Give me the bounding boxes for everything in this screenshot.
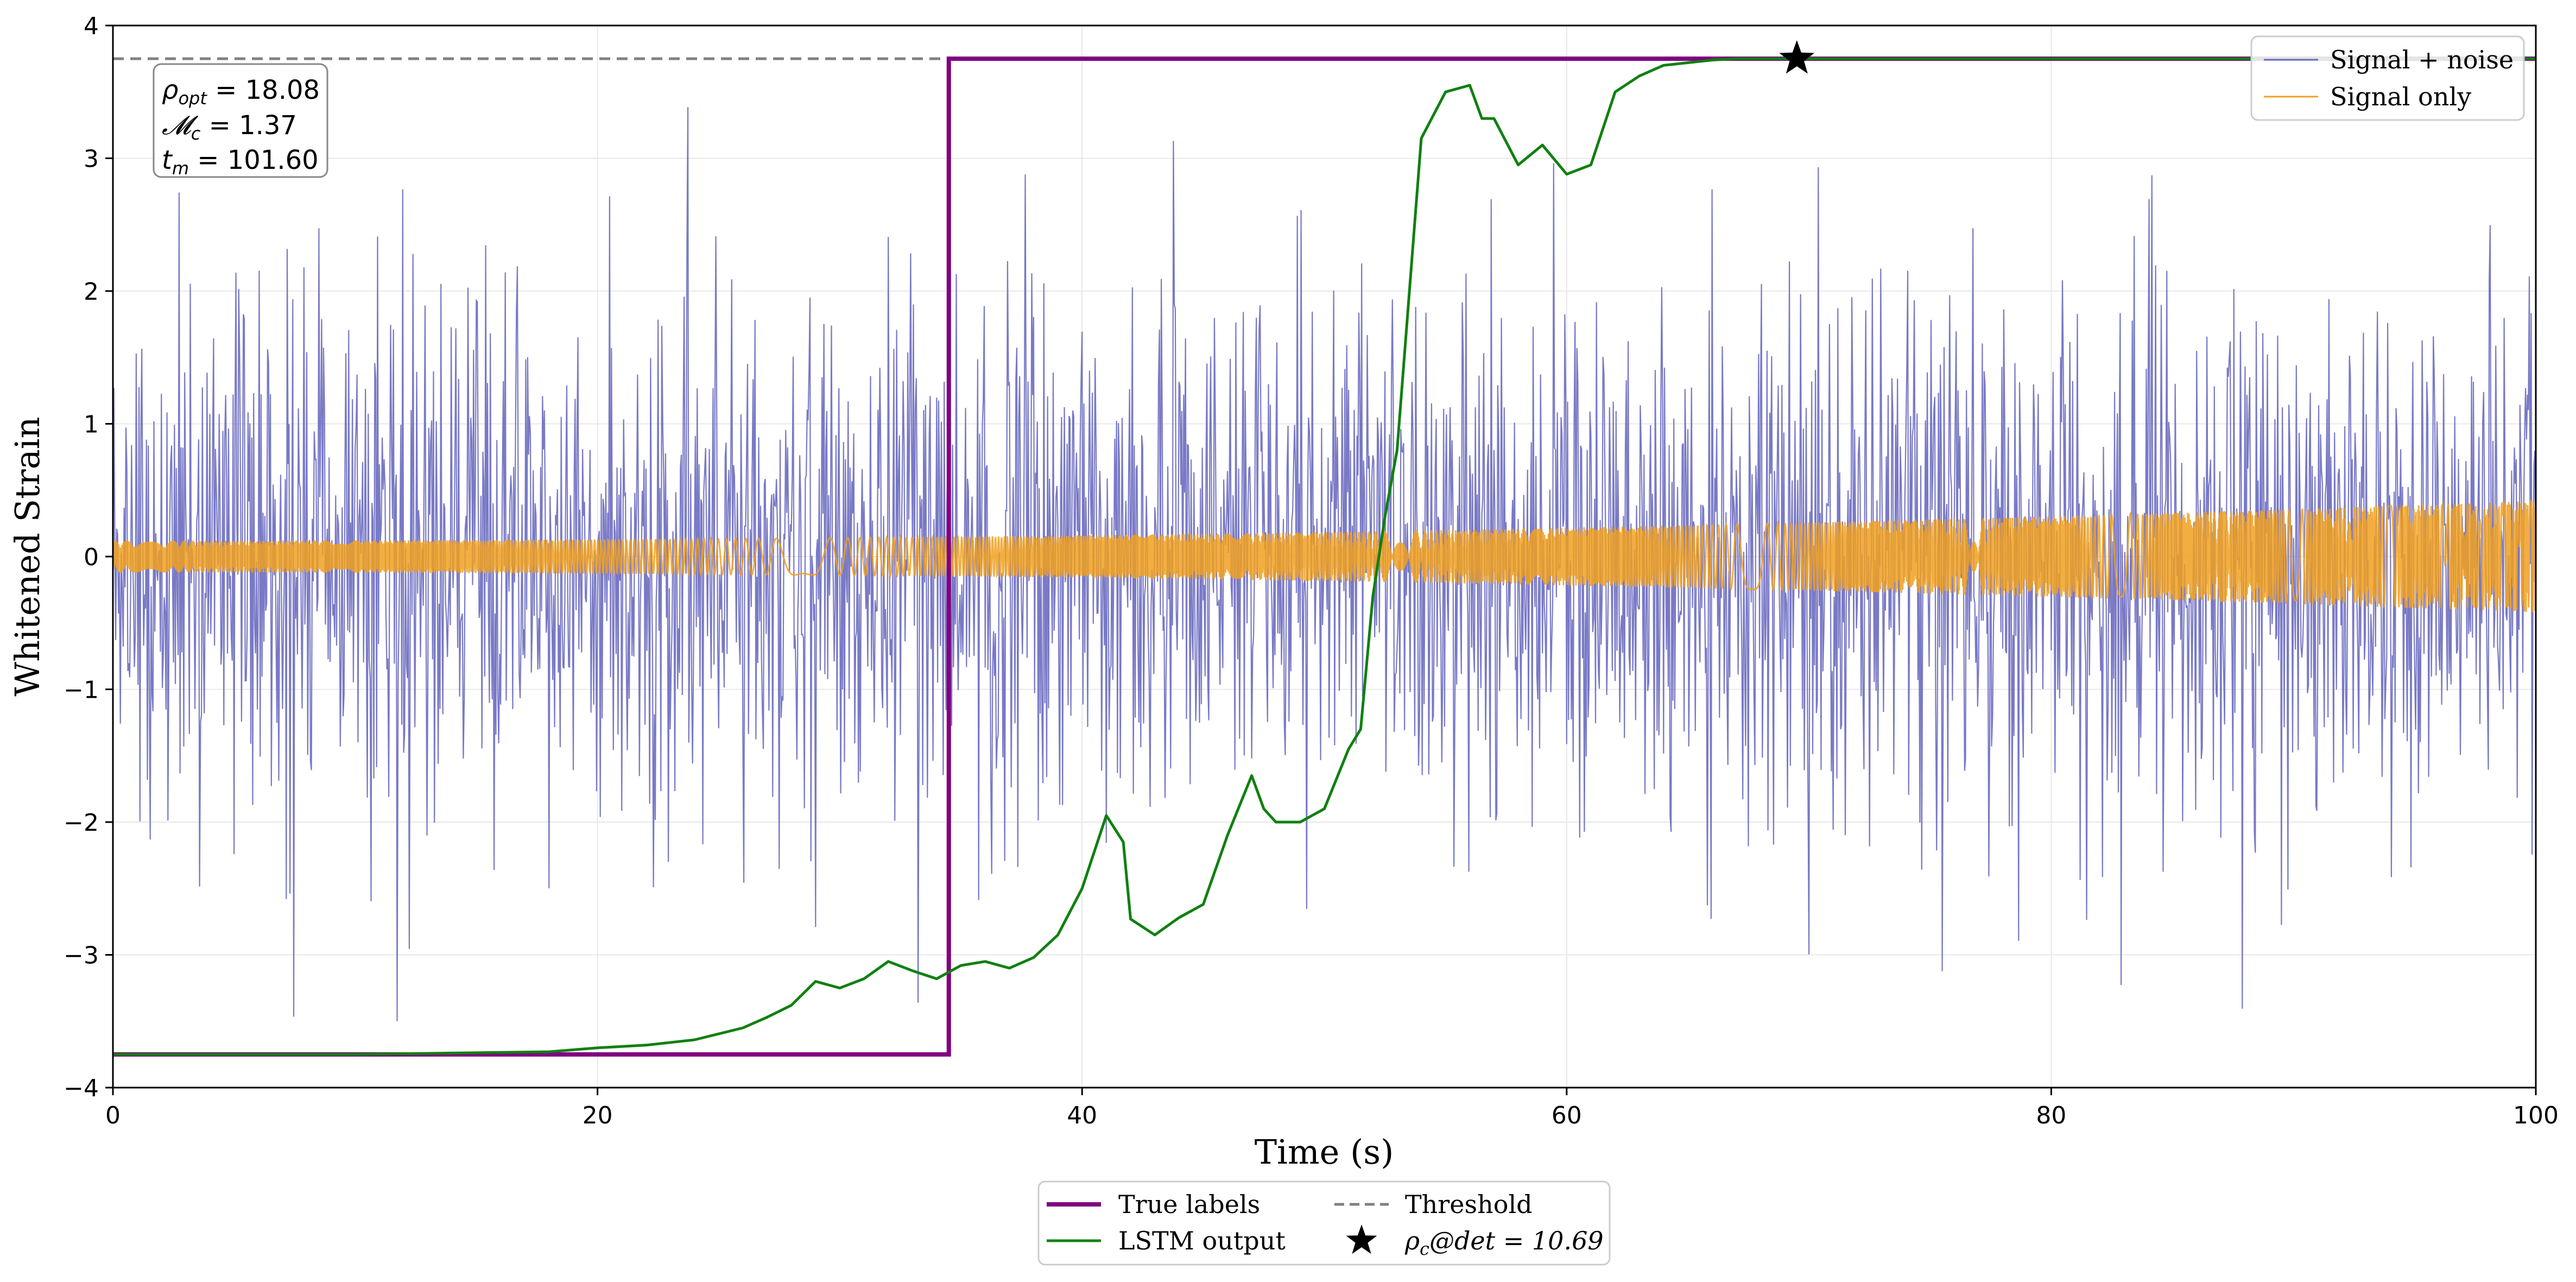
x-tick-label: 20 <box>583 1102 613 1129</box>
x-tick-label: 60 <box>1552 1102 1582 1129</box>
parameter-annotation: ρopt = 18.08 𝓜c = 1.37 tm = 101.60 <box>153 63 328 179</box>
y-tick-label: −4 <box>64 1075 99 1102</box>
signal-only-series <box>112 499 2537 612</box>
legend-signal-only: Signal only <box>2330 82 2471 111</box>
annotation-box <box>153 63 328 178</box>
legend-detection: ρc@det = 10.69 <box>1404 1226 1604 1259</box>
x-tick-label: 100 <box>2513 1102 2559 1129</box>
chirp-mass-text: 𝓜c = 1.37 <box>162 110 297 144</box>
lstm-output-layer <box>113 57 2536 1056</box>
rho-opt-text: ρopt = 18.08 <box>162 75 320 109</box>
legend-upper: Signal + noise Signal only <box>2250 35 2525 121</box>
signal-only-layer <box>112 499 2537 612</box>
legend-signal-noise: Signal + noise <box>2330 45 2514 74</box>
y-tick-label: 4 <box>84 12 99 40</box>
y-axis-label: Whitened Strain <box>8 417 47 697</box>
y-tick-label: 3 <box>84 146 99 173</box>
merger-time-text: tm = 101.60 <box>162 145 319 179</box>
legend-star-icon <box>1346 1224 1377 1254</box>
legend-upper-box <box>2250 35 2525 121</box>
y-tick-label: 2 <box>84 278 99 306</box>
detection-star-marker <box>1779 40 1815 74</box>
y-tick-label: −1 <box>64 677 99 704</box>
x-axis-label: Time (s) <box>1255 1132 1394 1172</box>
x-tick-label: 80 <box>2036 1102 2066 1129</box>
y-tick-label: 0 <box>84 544 99 571</box>
legend-lower: True labels LSTM output Threshold ρc@det… <box>1037 1180 1611 1266</box>
y-tick-label: −3 <box>64 942 99 970</box>
y-tick-label: 1 <box>84 411 99 439</box>
y-tick-label: −2 <box>64 809 99 837</box>
legend-lower-box <box>1037 1180 1611 1266</box>
legend-threshold: Threshold <box>1405 1190 1533 1219</box>
x-tick-label: 40 <box>1067 1102 1097 1129</box>
detection-marker-layer <box>1779 40 1815 74</box>
x-tick-label: 0 <box>105 1102 121 1129</box>
axis-ticks: 0 20 40 60 80 100 −4 −3 −2 −1 0 1 2 3 4 <box>64 12 2559 1129</box>
legend-true-labels: True labels <box>1118 1190 1260 1219</box>
lstm-output-series <box>113 57 2536 1056</box>
legend-lstm-output: LSTM output <box>1118 1226 1286 1255</box>
